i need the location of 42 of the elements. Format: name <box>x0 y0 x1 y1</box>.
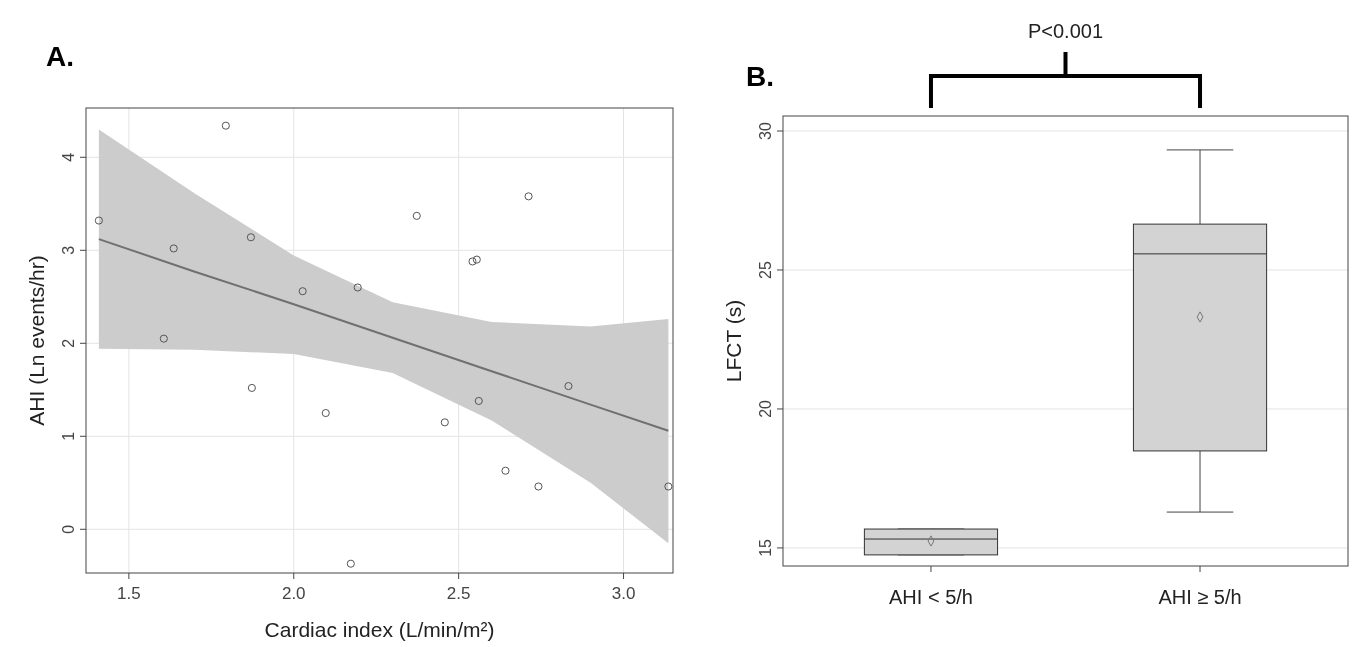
x-tick-label: 2.0 <box>281 584 306 603</box>
y-tick-label: 3 <box>60 245 77 255</box>
y-axis-title: LFCT (s) <box>722 299 745 383</box>
x-tick-label: AHI ≥ 5/h <box>1158 586 1242 608</box>
y-tick-label: 1 <box>60 431 77 441</box>
point <box>468 257 477 266</box>
point <box>412 211 421 220</box>
point <box>524 192 533 201</box>
text: P<0.001 <box>1027 20 1104 42</box>
x-tick-label: 3.0 <box>611 584 636 603</box>
y-tick-label: 4 <box>60 152 77 162</box>
point <box>353 283 362 292</box>
point <box>321 408 330 418</box>
x-axis-title: Cardiac index (L/min/m²) <box>264 618 495 641</box>
y-tick-label: 30 <box>757 122 774 140</box>
point <box>534 482 543 491</box>
line-series <box>97 238 670 432</box>
point <box>664 482 673 491</box>
chart-title: A. <box>46 41 74 72</box>
y-tick-label: 25 <box>757 260 774 279</box>
y-tick-label: 20 <box>757 399 774 418</box>
y-tick-label: 2 <box>60 338 77 348</box>
point <box>501 466 510 475</box>
x-tick-label: 1.5 <box>117 584 141 603</box>
point <box>246 233 255 242</box>
point <box>221 121 230 130</box>
point <box>94 216 103 225</box>
y-axis-title: AHI (Ln events/hr) <box>25 255 48 426</box>
x-tick-label: AHI < 5/h <box>889 586 973 608</box>
point <box>298 287 307 296</box>
y-tick-label: 15 <box>757 538 774 557</box>
point <box>564 382 573 391</box>
point <box>346 559 355 568</box>
point <box>474 396 483 406</box>
y-tick-label: 0 <box>60 524 77 534</box>
point <box>472 255 481 264</box>
x-tick-label: 2.5 <box>446 584 471 603</box>
chart-title: B. <box>746 61 774 92</box>
point <box>440 418 449 427</box>
point <box>169 244 178 253</box>
point <box>159 334 168 343</box>
point <box>247 383 256 392</box>
